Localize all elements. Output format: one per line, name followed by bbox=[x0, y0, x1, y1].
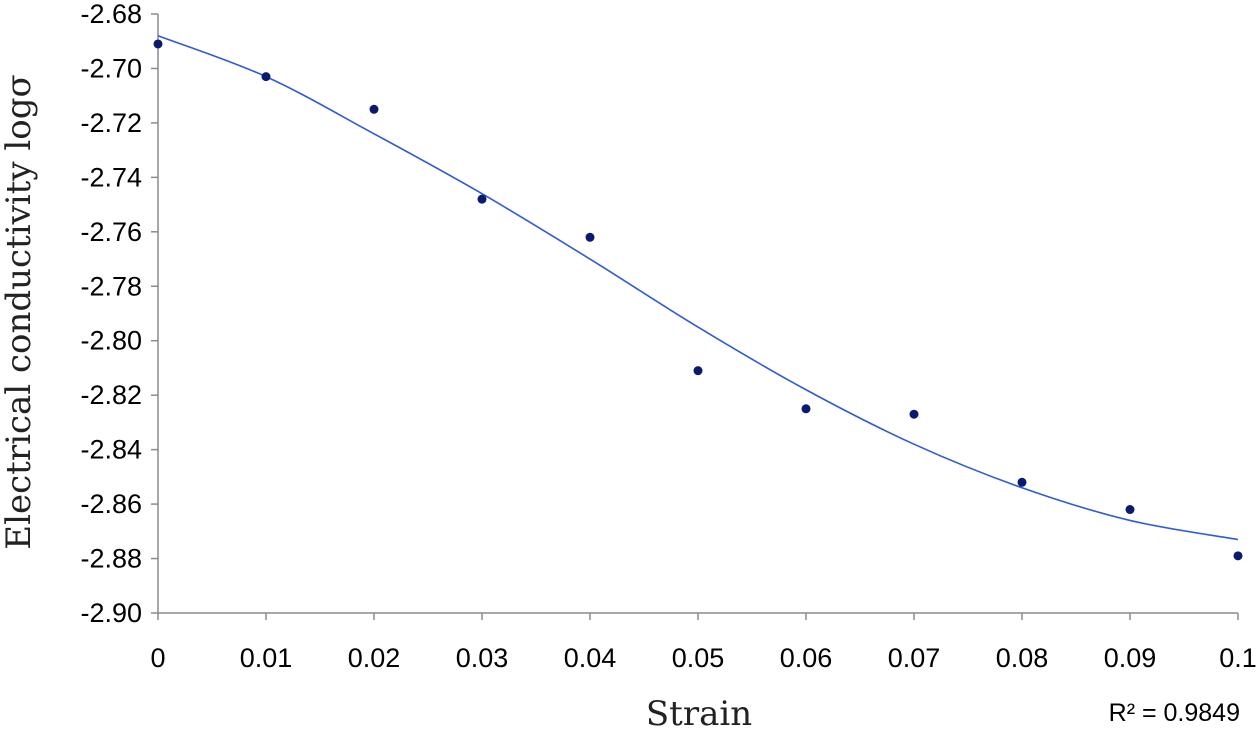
data-point bbox=[369, 104, 379, 114]
data-point bbox=[801, 404, 811, 414]
x-tick-label: 0.08 bbox=[996, 643, 1049, 673]
x-tick-label: 0.01 bbox=[240, 643, 293, 673]
tick-labels: -2.68 -2.70 -2.72 -2.74 -2.76 -2.78 -2.80 -2.82… bbox=[80, 0, 1256, 673]
y-tick-label: -2.88 bbox=[80, 544, 142, 574]
x-tick-label: 0.03 bbox=[456, 643, 509, 673]
data-point bbox=[477, 194, 487, 204]
y-tick-label: -2.72 bbox=[80, 108, 142, 138]
data-point bbox=[1017, 477, 1027, 487]
y-axis-title: Electrical conductivity logσ bbox=[0, 74, 39, 549]
data-point bbox=[693, 366, 703, 376]
y-tick-label: -2.78 bbox=[80, 271, 142, 301]
r-squared-label: R² = 0.9849 bbox=[1109, 699, 1240, 727]
y-tick-label: -2.86 bbox=[80, 489, 142, 519]
y-tick-label: -2.76 bbox=[80, 217, 142, 247]
data-points bbox=[153, 39, 1243, 561]
y-tick-label: -2.90 bbox=[80, 598, 142, 628]
x-tick-label: 0.09 bbox=[1104, 643, 1157, 673]
data-point bbox=[1125, 505, 1135, 515]
trendline-layer bbox=[157, 35, 1239, 541]
y-tick-label: -2.68 bbox=[80, 0, 142, 29]
x-axis-title: Strain bbox=[646, 694, 752, 732]
y-tick-label: -2.80 bbox=[80, 326, 142, 356]
data-point bbox=[585, 232, 595, 242]
data-point bbox=[1233, 551, 1243, 561]
trendline bbox=[157, 35, 1239, 541]
data-point bbox=[261, 72, 271, 82]
y-tick-label: -2.70 bbox=[80, 53, 142, 83]
x-tick-label: 0.07 bbox=[888, 643, 941, 673]
x-tick-label: 0.05 bbox=[672, 643, 725, 673]
data-point bbox=[909, 409, 919, 419]
y-tick-label: -2.82 bbox=[80, 380, 142, 410]
axes bbox=[151, 13, 1239, 620]
x-tick-label: 0 bbox=[150, 643, 165, 673]
x-tick-label: 0.1 bbox=[1219, 643, 1257, 673]
data-point bbox=[153, 39, 163, 49]
y-tick-label: -2.84 bbox=[80, 435, 142, 465]
x-tick-label: 0.04 bbox=[564, 643, 617, 673]
y-tick-label: -2.74 bbox=[80, 162, 142, 192]
x-tick-label: 0.02 bbox=[348, 643, 401, 673]
x-tick-label: 0.06 bbox=[780, 643, 833, 673]
